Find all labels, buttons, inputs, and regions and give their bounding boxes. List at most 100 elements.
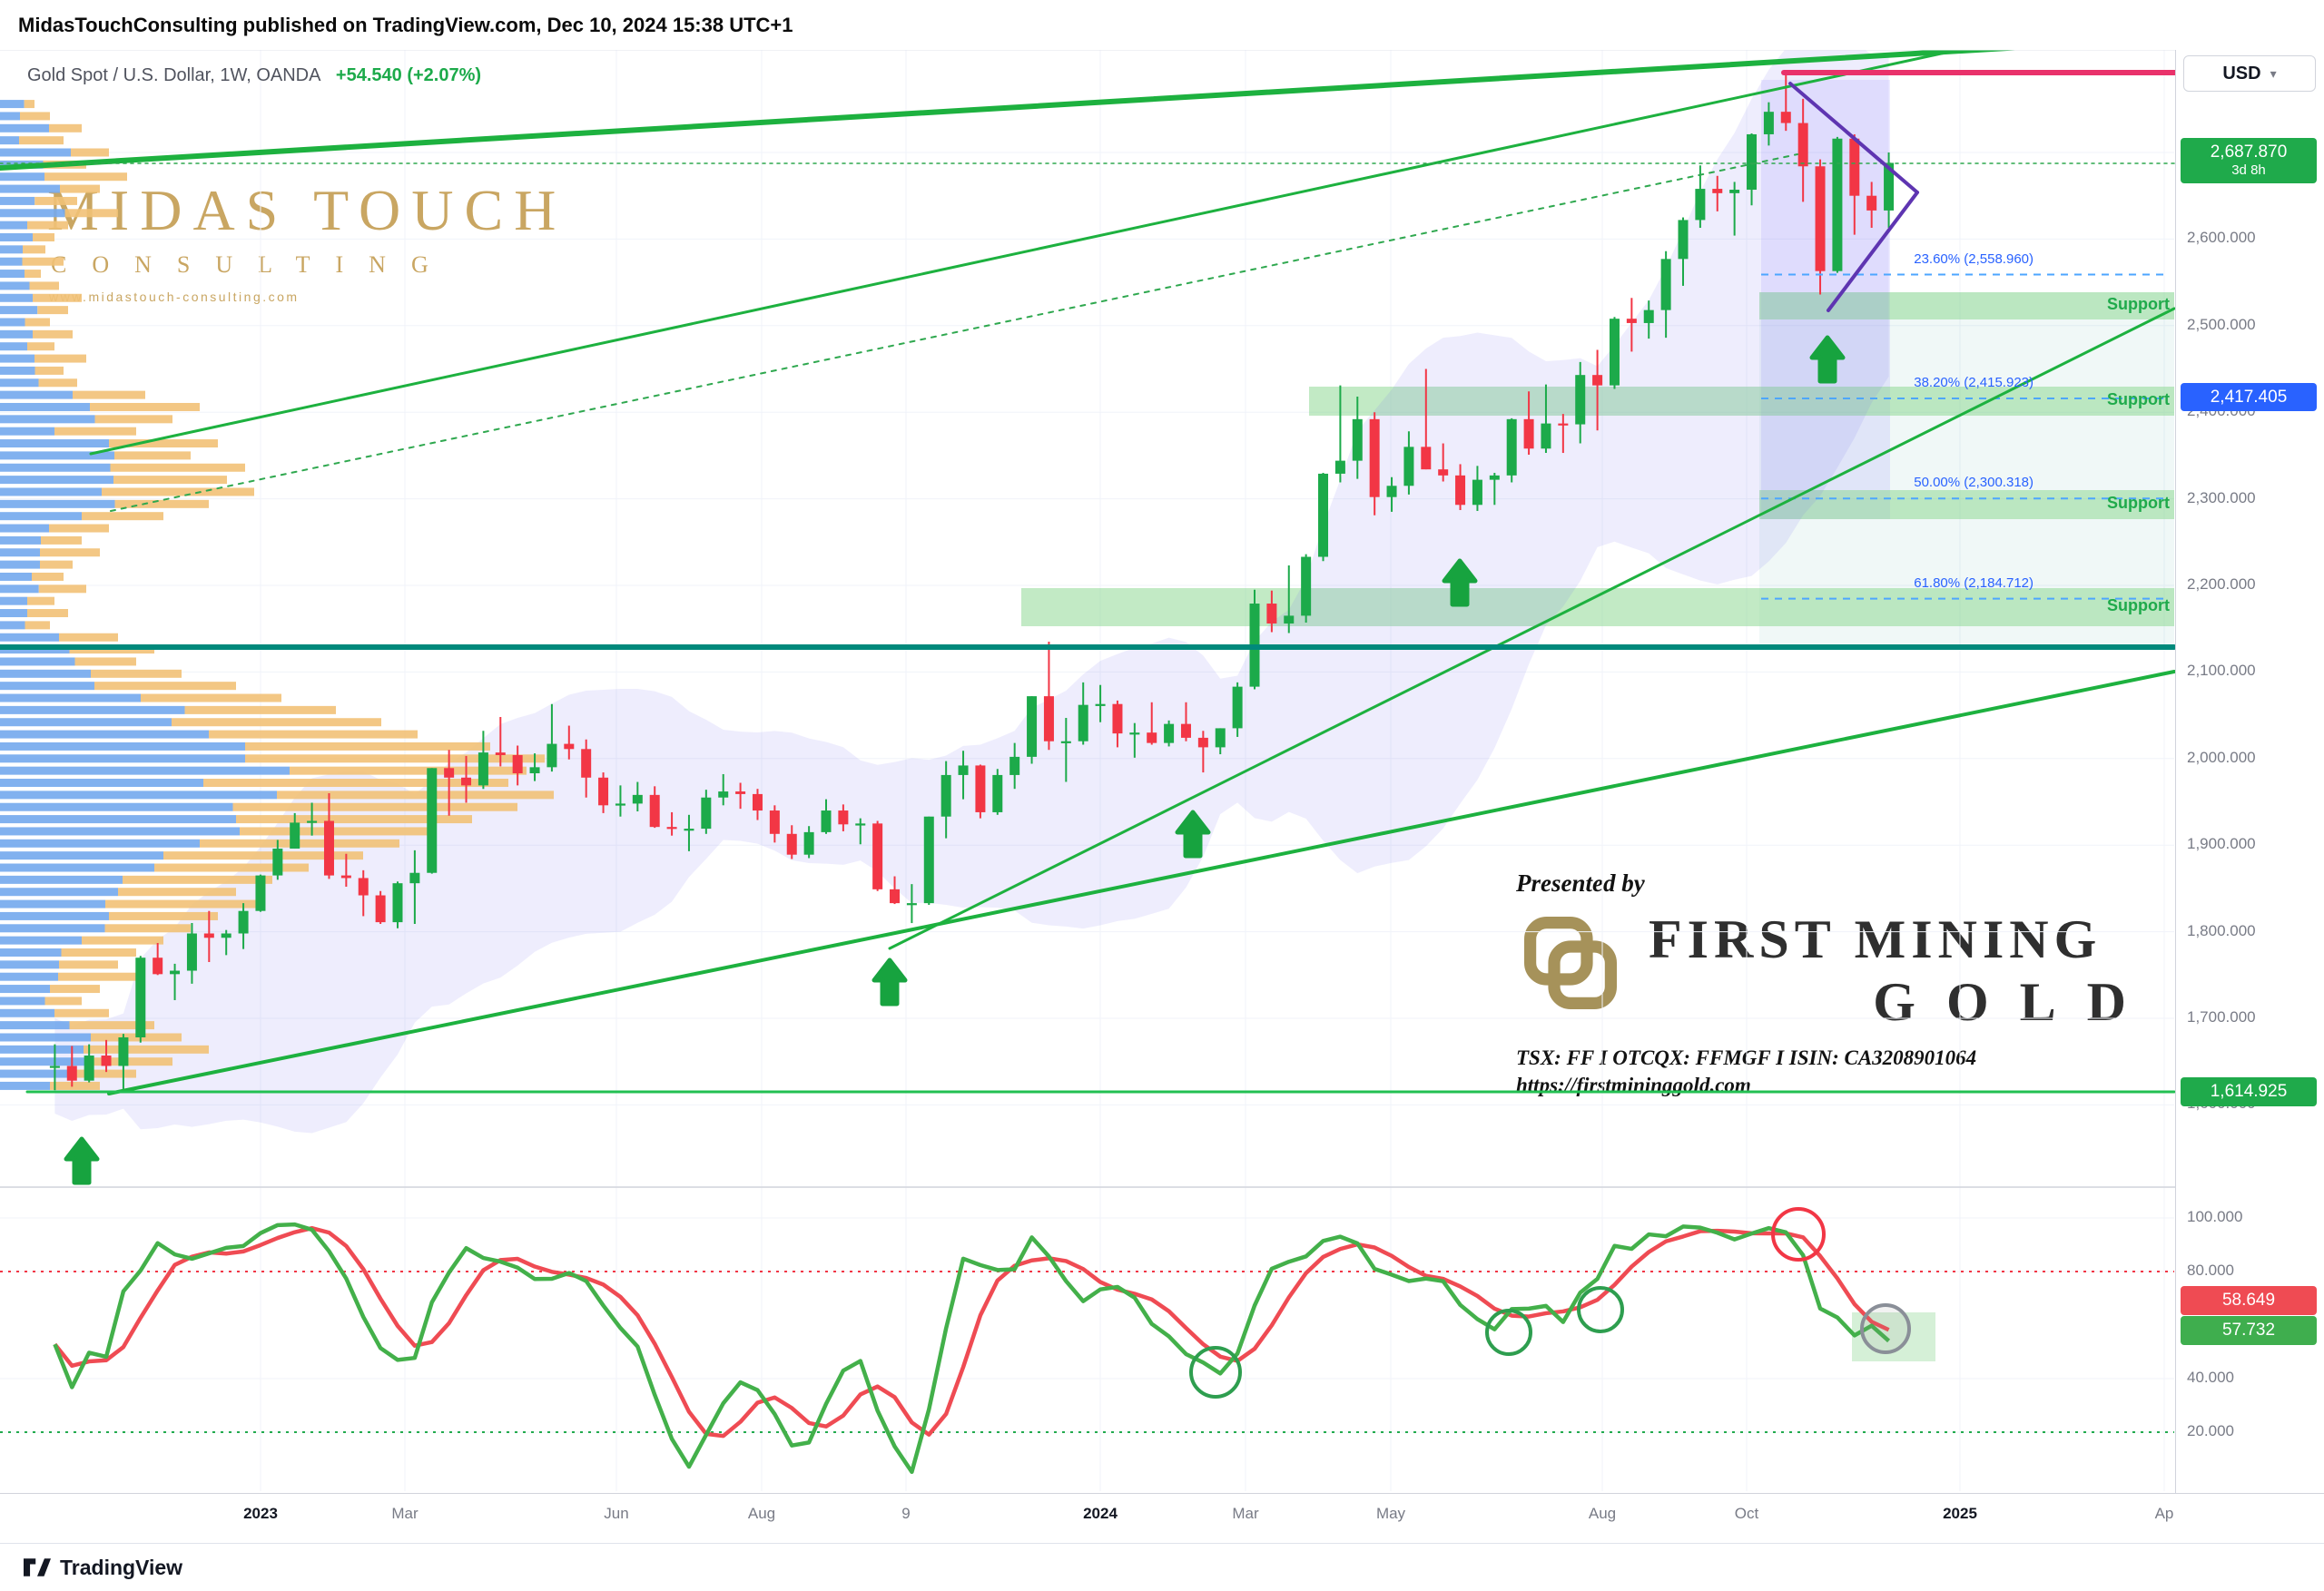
candle-body (1695, 189, 1706, 221)
support-label: Support (2107, 596, 2170, 614)
candle-body (1523, 418, 1534, 449)
support-zone-band[interactable] (1309, 387, 2174, 416)
candle-body (1472, 479, 1482, 506)
candle-body (803, 831, 814, 855)
sponsor-url[interactable]: https://firstmininggold.com (1516, 1074, 1751, 1096)
volume-profile-bar-sell (69, 645, 154, 654)
candle-body (1558, 423, 1569, 426)
volume-profile-bar-sell (82, 512, 163, 521)
candle-body (701, 797, 712, 830)
volume-profile-bar-buy (0, 936, 82, 945)
volume-profile-bar-sell (236, 815, 472, 824)
volume-profile-bar-sell (245, 741, 490, 751)
volume-profile-bar-sell (74, 1069, 136, 1078)
indicator-tick-label: 20.000 (2187, 1422, 2234, 1439)
support-zone-band[interactable] (1759, 490, 2174, 519)
volume-profile-bar-sell (25, 621, 50, 630)
candle-body (718, 791, 729, 798)
indicator-circle[interactable] (1577, 1286, 1624, 1333)
candle-body (1266, 604, 1277, 624)
indicator-circle[interactable] (1860, 1303, 1911, 1354)
upper-channel-line[interactable] (0, 35, 2177, 171)
pullback-highlight-box[interactable] (1761, 80, 1890, 519)
candle-body (684, 829, 694, 831)
volume-profile-bar-buy (0, 730, 209, 739)
candle-body (84, 1056, 94, 1081)
volume-profile-bar-buy (0, 815, 236, 824)
candle-body (1318, 473, 1329, 557)
candle-body (49, 1066, 60, 1068)
time-tick-label: Mar (1232, 1505, 1259, 1522)
price-axis[interactable]: USD ▾ 2,700.0002,600.0002,500.0002,400.0… (2175, 50, 2324, 1493)
zones[interactable] (1021, 80, 2174, 1361)
indicator-highlight-box[interactable] (1852, 1312, 1935, 1361)
tradingview-footer: TradingView (0, 1543, 2324, 1591)
volume-profile-bar-sell (184, 705, 336, 714)
volume-profile-bar-sell (113, 476, 227, 485)
volume-profile-bar-sell (27, 596, 54, 605)
indicator-value-badge: 58.649 (2181, 1286, 2317, 1315)
tradingview-brand-text[interactable]: TradingView (60, 1555, 183, 1579)
candle-body (906, 903, 917, 906)
time-axis[interactable]: 2023 Mar Jun Aug 9 2024 Mar May Aug Oct 2025 Ap (0, 1493, 2324, 1543)
fib-level-label: 23.60% (2,558.960) (1914, 250, 2034, 267)
support-label: Support (2107, 390, 2170, 408)
symbol-title[interactable]: Gold Spot / U.S. Dollar, 1W, OANDA (27, 65, 320, 85)
volume-profile-bar-sell (23, 245, 45, 254)
triangle-lower-line[interactable] (1827, 191, 1919, 312)
candle-body (1575, 375, 1586, 425)
volume-profile-bar-buy (0, 741, 245, 751)
up-arrow[interactable] (1442, 558, 1478, 607)
support-zone-band[interactable] (1021, 588, 2174, 626)
candle-body (1866, 195, 1877, 211)
volume-profile-bar-buy (0, 499, 115, 508)
volume-profile-bar-sell (245, 754, 545, 763)
steep-uptrend-line[interactable] (888, 307, 2176, 950)
volume-profile-bar-sell (163, 851, 363, 860)
volume-profile-bar-buy (0, 888, 118, 897)
triangle-upper-line[interactable] (1788, 82, 1919, 194)
volume-profile-bar-sell (34, 354, 86, 363)
volume-profile-bar-buy (0, 512, 82, 521)
volume-profile-bar-sell (110, 463, 245, 472)
candle-body (512, 754, 523, 774)
tradingview-logo-icon[interactable] (24, 1558, 51, 1576)
candle-body (1403, 447, 1414, 486)
candle-body (752, 793, 763, 811)
indicator-value-badge: 57.732 (2181, 1316, 2317, 1345)
indicator-tick-label: 40.000 (2187, 1369, 2234, 1386)
candle-body (1284, 615, 1295, 624)
fib-level-label: 38.20% (2,415.923) (1914, 375, 2034, 390)
price-badge-value: 2,687.870 (2210, 142, 2288, 162)
volume-profile-bar-sell (118, 888, 236, 897)
indicator-circle[interactable] (1771, 1207, 1826, 1262)
candle-body (1815, 166, 1826, 271)
candle-body (1215, 728, 1226, 748)
candle-body (632, 794, 643, 804)
volume-profile-bar-sell (114, 499, 209, 508)
sponsor-block: Presented by FIRST MINING GOLD TSX: FF I… (1516, 869, 2206, 1097)
indicator-circle[interactable] (1485, 1309, 1532, 1356)
volume-profile-bar-buy (0, 232, 33, 241)
up-arrow[interactable] (1809, 335, 1846, 384)
currency-toggle-button[interactable]: USD ▾ (2183, 55, 2316, 92)
candle-body (290, 822, 300, 850)
volume-profile-bar-buy (0, 791, 277, 800)
volume-profile-bar-sell (277, 791, 554, 800)
time-tick-label: Jun (604, 1505, 629, 1522)
up-arrow[interactable] (872, 958, 908, 1007)
support-label: Support (2107, 295, 2170, 313)
time-tick-label: Ap (2154, 1505, 2174, 1522)
up-arrow[interactable] (1175, 810, 1211, 859)
fib-projection-zone[interactable] (1759, 292, 2174, 647)
up-arrow[interactable] (64, 1136, 100, 1185)
volume-profile-bar-buy (0, 487, 102, 496)
volume-profile-bar-sell (102, 487, 254, 496)
volume-profile-bar-sell (73, 390, 145, 399)
symbol-legend[interactable]: Gold Spot / U.S. Dollar, 1W, OANDA +54.5… (27, 65, 481, 86)
candle-body (1729, 190, 1740, 193)
candle-body (1232, 686, 1243, 729)
indicator-circle[interactable] (1189, 1346, 1242, 1399)
support-zone-band[interactable] (1759, 292, 2174, 319)
fib-retracement[interactable] (1761, 273, 2170, 600)
